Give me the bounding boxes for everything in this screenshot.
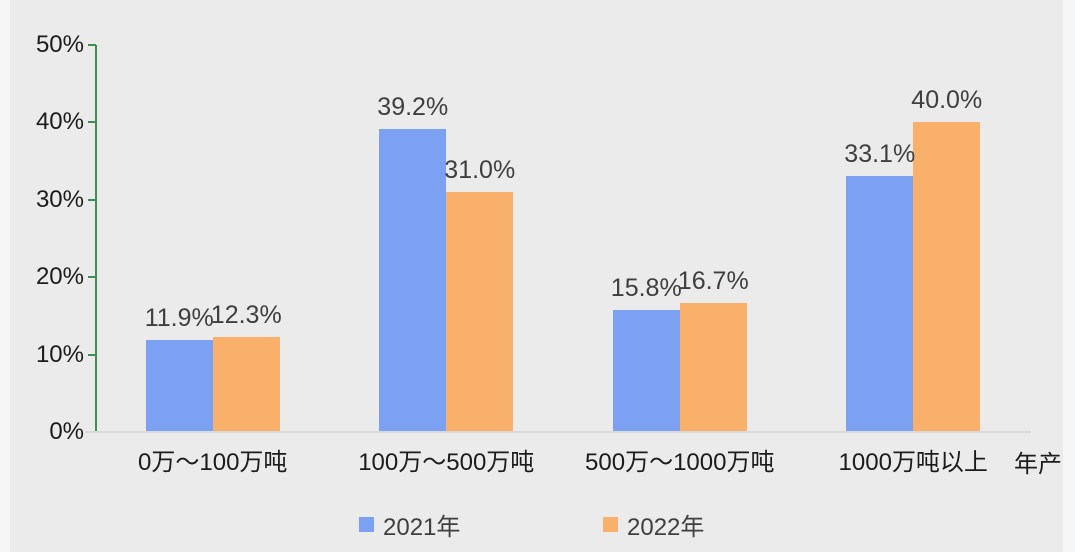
plot-area: 11.9% 12.3% 39.2% 31.0% 15.8% 16.7% 33.1% 40.0% — [96, 45, 1030, 432]
y-axis-tick-label: 40% — [35, 108, 84, 136]
bar-series-1 — [612, 310, 680, 432]
y-axis-tick — [88, 44, 96, 46]
legend-swatch-icon — [359, 517, 374, 532]
y-axis-tick — [88, 353, 96, 356]
bar-value-label: 15.8% — [610, 274, 682, 302]
bar-pair: 11.9% 12.3% — [144, 45, 282, 432]
x-axis-category-label: 500万～1000万吨 — [585, 449, 775, 476]
x-axis-title: 年产 — [1014, 451, 1062, 478]
bar-value-label: 11.9% — [144, 304, 214, 332]
legend-label: 2022年 — [627, 514, 705, 541]
legend-swatch-icon — [603, 517, 618, 532]
x-axis-category-label: 1000万吨以上 — [838, 449, 988, 476]
y-axis-line — [95, 45, 97, 433]
legend-item: 2021年 — [359, 507, 460, 542]
y-axis-tick-label: 30% — [35, 185, 84, 213]
legend-label: 2021年 — [383, 514, 461, 541]
y-axis-tick — [88, 276, 96, 279]
bar-series-1 — [145, 340, 213, 432]
x-axis-category-label: 0万～100万吨 — [138, 449, 288, 476]
y-axis-tick-label: 50% — [35, 31, 84, 58]
bar-value-label: 12.3% — [210, 301, 282, 329]
page-margin-right — [1063, 0, 1075, 552]
y-axis-tick — [88, 121, 96, 124]
bar-series-2 — [679, 303, 747, 432]
bar-series-2 — [446, 192, 514, 432]
bar-series-2 — [212, 337, 280, 432]
y-axis-tick-label: 10% — [35, 340, 84, 368]
y-axis-tick — [88, 198, 96, 201]
bar-group: 11.9% 12.3% — [96, 45, 330, 432]
bar-group: 33.1% 40.0% — [797, 45, 1031, 432]
bar-pair: 15.8% 16.7% — [610, 45, 749, 432]
bar-value-label: 33.1% — [844, 140, 916, 168]
bar-pair: 39.2% 31.0% — [377, 45, 516, 432]
bar-pair: 33.1% 40.0% — [844, 45, 983, 432]
bar-group: 39.2% 31.0% — [330, 45, 564, 432]
y-axis-tick-label: 20% — [35, 263, 84, 291]
bar-value-label: 31.0% — [444, 156, 516, 184]
bar-value-label: 39.2% — [377, 93, 449, 121]
x-axis-category-label: 100万～500万吨 — [358, 449, 535, 476]
x-axis-line — [85, 431, 1031, 433]
bar-series-1 — [379, 129, 447, 432]
bar-series-2 — [913, 122, 981, 432]
x-axis-categories: 0万～100万吨 100万～500万吨 500万～1000万吨 1000万吨以上 — [96, 442, 1030, 477]
bar-value-label: 16.7% — [677, 267, 749, 295]
page-margin-left — [0, 0, 10, 552]
bar-series-1 — [846, 176, 914, 432]
legend-item: 2022年 — [603, 507, 704, 542]
y-axis-tick-label: 0% — [49, 418, 84, 445]
bar-group: 15.8% 16.7% — [563, 45, 797, 432]
bar-value-label: 40.0% — [911, 86, 983, 114]
